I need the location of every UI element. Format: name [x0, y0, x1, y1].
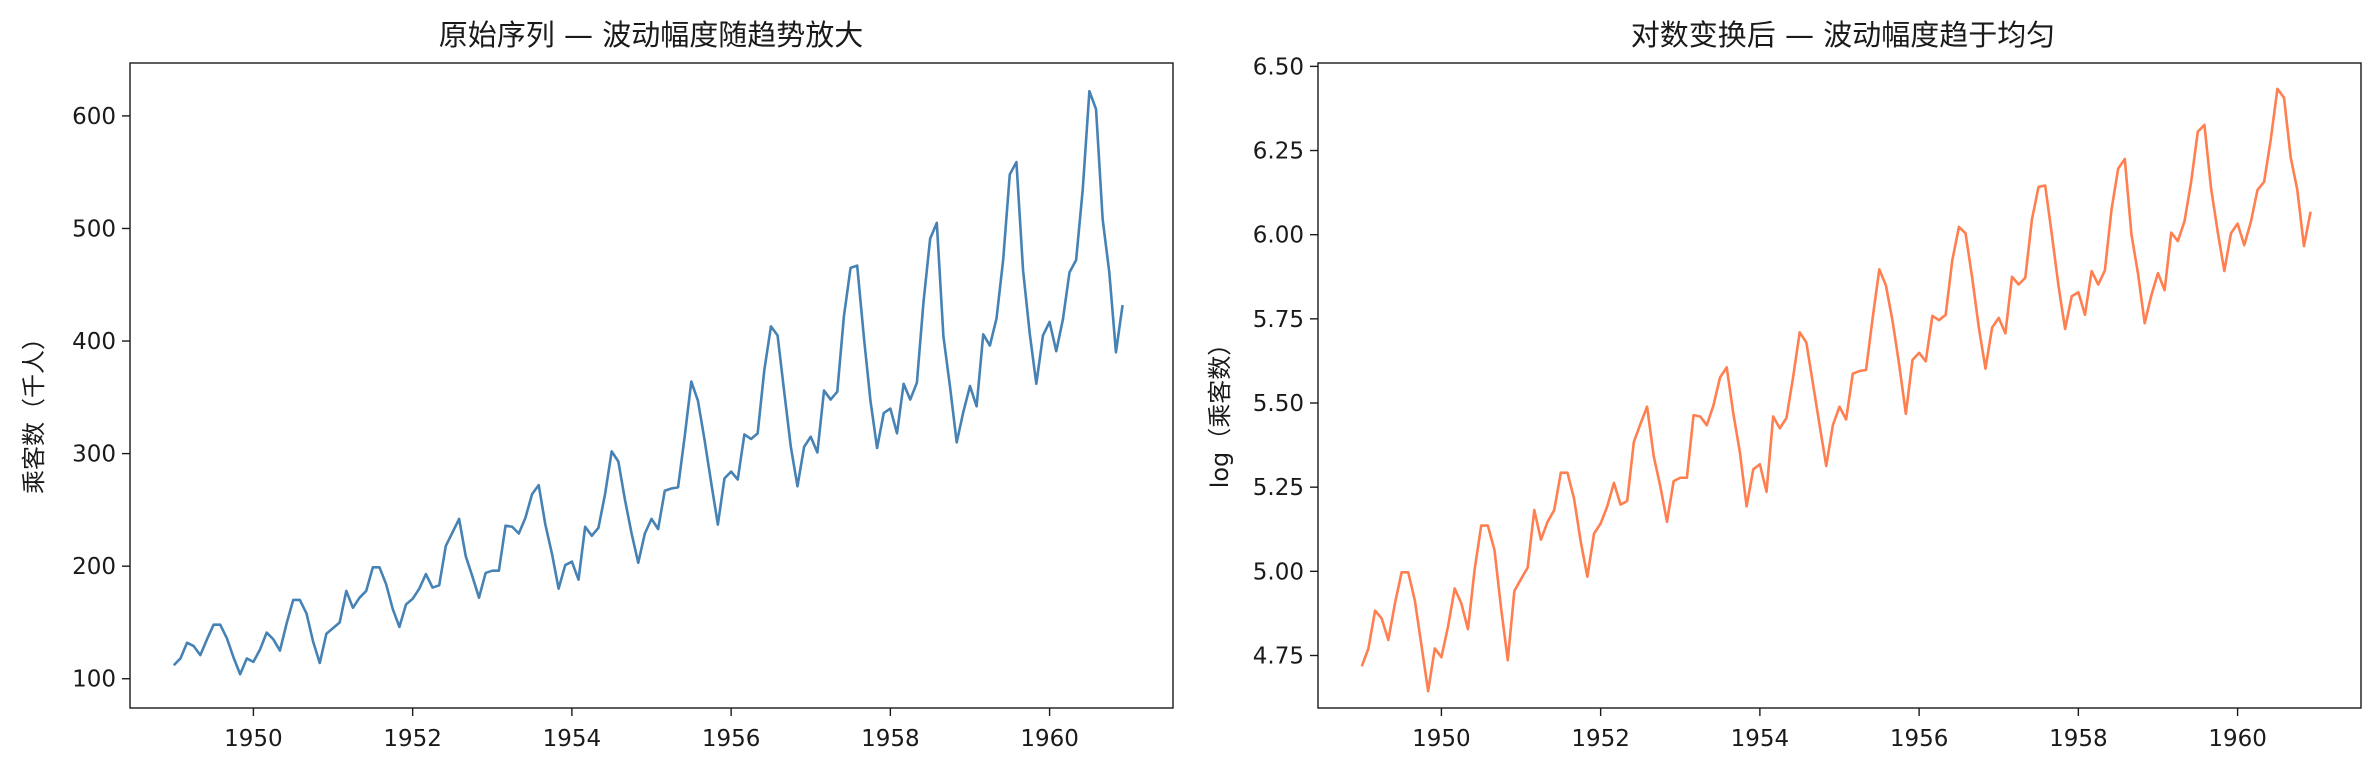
chart-panel-log: 对数变换后 — 波动幅度趋于均匀 log（乘客数） 1950 1952 1954 19…	[1206, 18, 2362, 752]
chart-panel-raw: 原始序列 — 波动幅度随趋势放大 乘客数（千人） 1950 1952 1954 195…	[20, 18, 1174, 752]
x-tick-label: 1958	[2049, 726, 2108, 752]
series-line	[172, 89, 1124, 676]
x-tick-label: 1960	[1020, 726, 1079, 752]
x-tick-label: 1952	[383, 726, 442, 752]
series-line	[1360, 87, 2312, 693]
y-tick-label: 500	[72, 216, 116, 242]
y-tick-label: 400	[72, 329, 116, 355]
x-tick-label: 1954	[1731, 726, 1790, 752]
x-tick-label: 1960	[2208, 726, 2267, 752]
chart-title: 原始序列 — 波动幅度随趋势放大	[439, 18, 863, 52]
chart-title: 对数变换后 — 波动幅度趋于均匀	[1631, 18, 2055, 52]
plot-frame	[129, 62, 1174, 709]
y-tick-label: 6.50	[1253, 54, 1304, 80]
y-tick-label: 4.75	[1253, 643, 1304, 669]
x-tick-label: 1950	[224, 726, 283, 752]
y-axis-label: 乘客数（千人）	[20, 326, 48, 494]
y-axis-label: log（乘客数）	[1206, 332, 1234, 489]
y-tick-label: 300	[72, 442, 116, 468]
y-tick-label: 5.75	[1253, 307, 1304, 333]
y-tick-label: 200	[72, 554, 116, 580]
x-tick-label: 1952	[1571, 726, 1630, 752]
y-tick-label: 600	[72, 104, 116, 130]
y-tick-label: 5.50	[1253, 391, 1304, 417]
x-tick-label: 1956	[702, 726, 761, 752]
y-tick-label: 6.25	[1253, 139, 1304, 165]
x-tick-label: 1950	[1412, 726, 1471, 752]
y-tick-label: 100	[72, 667, 116, 693]
x-tick-label: 1956	[1890, 726, 1949, 752]
y-tick-label: 5.25	[1253, 475, 1304, 501]
y-tick-label: 6.00	[1253, 223, 1304, 249]
x-tick-label: 1954	[543, 726, 602, 752]
plot-frame	[1317, 62, 2362, 709]
x-tick-label: 1958	[861, 726, 920, 752]
y-tick-label: 5.00	[1253, 559, 1304, 585]
